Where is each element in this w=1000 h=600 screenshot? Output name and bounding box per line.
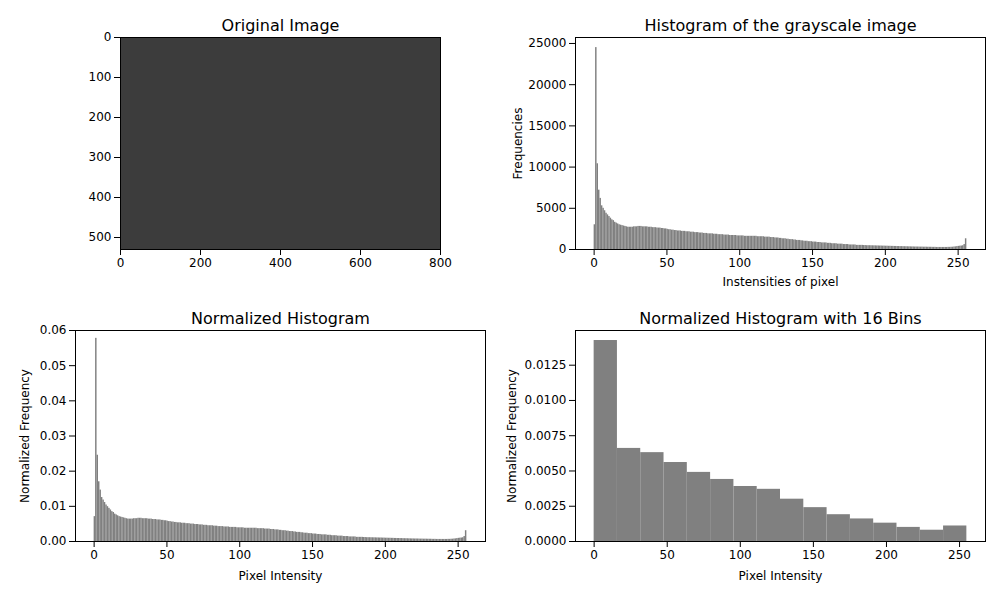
svg-text:250: 250 — [948, 548, 971, 562]
svg-text:50: 50 — [159, 548, 174, 562]
svg-text:Normalized Histogram: Normalized Histogram — [191, 309, 370, 328]
svg-text:150: 150 — [301, 548, 324, 562]
svg-text:200: 200 — [189, 256, 212, 270]
svg-text:5000: 5000 — [536, 201, 567, 215]
svg-text:50: 50 — [659, 256, 674, 270]
svg-text:Instensities of pixel: Instensities of pixel — [723, 275, 839, 289]
svg-text:10000: 10000 — [528, 160, 566, 174]
svg-text:Pixel Intensity: Pixel Intensity — [239, 569, 323, 583]
svg-text:200: 200 — [89, 110, 112, 124]
svg-text:0.0000: 0.0000 — [525, 534, 567, 548]
svg-text:20000: 20000 — [528, 78, 566, 92]
svg-text:200: 200 — [875, 548, 898, 562]
svg-text:600: 600 — [349, 256, 372, 270]
svg-text:0.0100: 0.0100 — [525, 393, 567, 407]
svg-text:100: 100 — [729, 548, 752, 562]
svg-text:Normalized Frequency: Normalized Frequency — [505, 369, 519, 503]
svg-text:100: 100 — [728, 256, 751, 270]
svg-text:300: 300 — [89, 150, 112, 164]
svg-text:Normalized Histogram with 16 B: Normalized Histogram with 16 Bins — [639, 309, 921, 328]
svg-text:0.0075: 0.0075 — [525, 429, 567, 443]
svg-text:400: 400 — [89, 190, 112, 204]
svg-text:200: 200 — [874, 256, 897, 270]
svg-text:150: 150 — [802, 548, 825, 562]
svg-text:Normalized Frequency: Normalized Frequency — [18, 369, 32, 503]
svg-text:Frequencies: Frequencies — [511, 108, 525, 180]
svg-text:150: 150 — [801, 256, 824, 270]
svg-text:0.0050: 0.0050 — [525, 464, 567, 478]
svg-text:0: 0 — [117, 256, 125, 270]
svg-text:0: 0 — [590, 256, 598, 270]
svg-text:400: 400 — [269, 256, 292, 270]
svg-text:0.05: 0.05 — [40, 359, 67, 373]
svg-text:250: 250 — [947, 256, 970, 270]
svg-text:200: 200 — [374, 548, 397, 562]
svg-text:0.0025: 0.0025 — [525, 499, 567, 513]
svg-text:50: 50 — [660, 548, 675, 562]
svg-text:15000: 15000 — [528, 119, 566, 133]
svg-text:250: 250 — [447, 548, 470, 562]
svg-text:Original Image: Original Image — [222, 16, 340, 35]
svg-text:0: 0 — [90, 548, 98, 562]
svg-text:0.03: 0.03 — [40, 429, 67, 443]
svg-text:100: 100 — [89, 70, 112, 84]
svg-text:100: 100 — [228, 548, 251, 562]
svg-text:500: 500 — [89, 230, 112, 244]
svg-text:0.04: 0.04 — [40, 394, 67, 408]
svg-text:0: 0 — [559, 242, 567, 256]
svg-text:0: 0 — [104, 30, 112, 44]
svg-text:0.0125: 0.0125 — [525, 358, 567, 372]
svg-text:0.01: 0.01 — [40, 499, 67, 513]
svg-text:25000: 25000 — [528, 36, 566, 50]
svg-text:Histogram of the grayscale ima: Histogram of the grayscale image — [644, 16, 916, 35]
svg-text:0: 0 — [590, 548, 598, 562]
svg-text:0.02: 0.02 — [40, 464, 67, 478]
svg-text:0.00: 0.00 — [40, 534, 67, 548]
svg-text:0.06: 0.06 — [40, 323, 67, 337]
svg-text:800: 800 — [429, 256, 452, 270]
svg-text:Pixel Intensity: Pixel Intensity — [739, 569, 823, 583]
